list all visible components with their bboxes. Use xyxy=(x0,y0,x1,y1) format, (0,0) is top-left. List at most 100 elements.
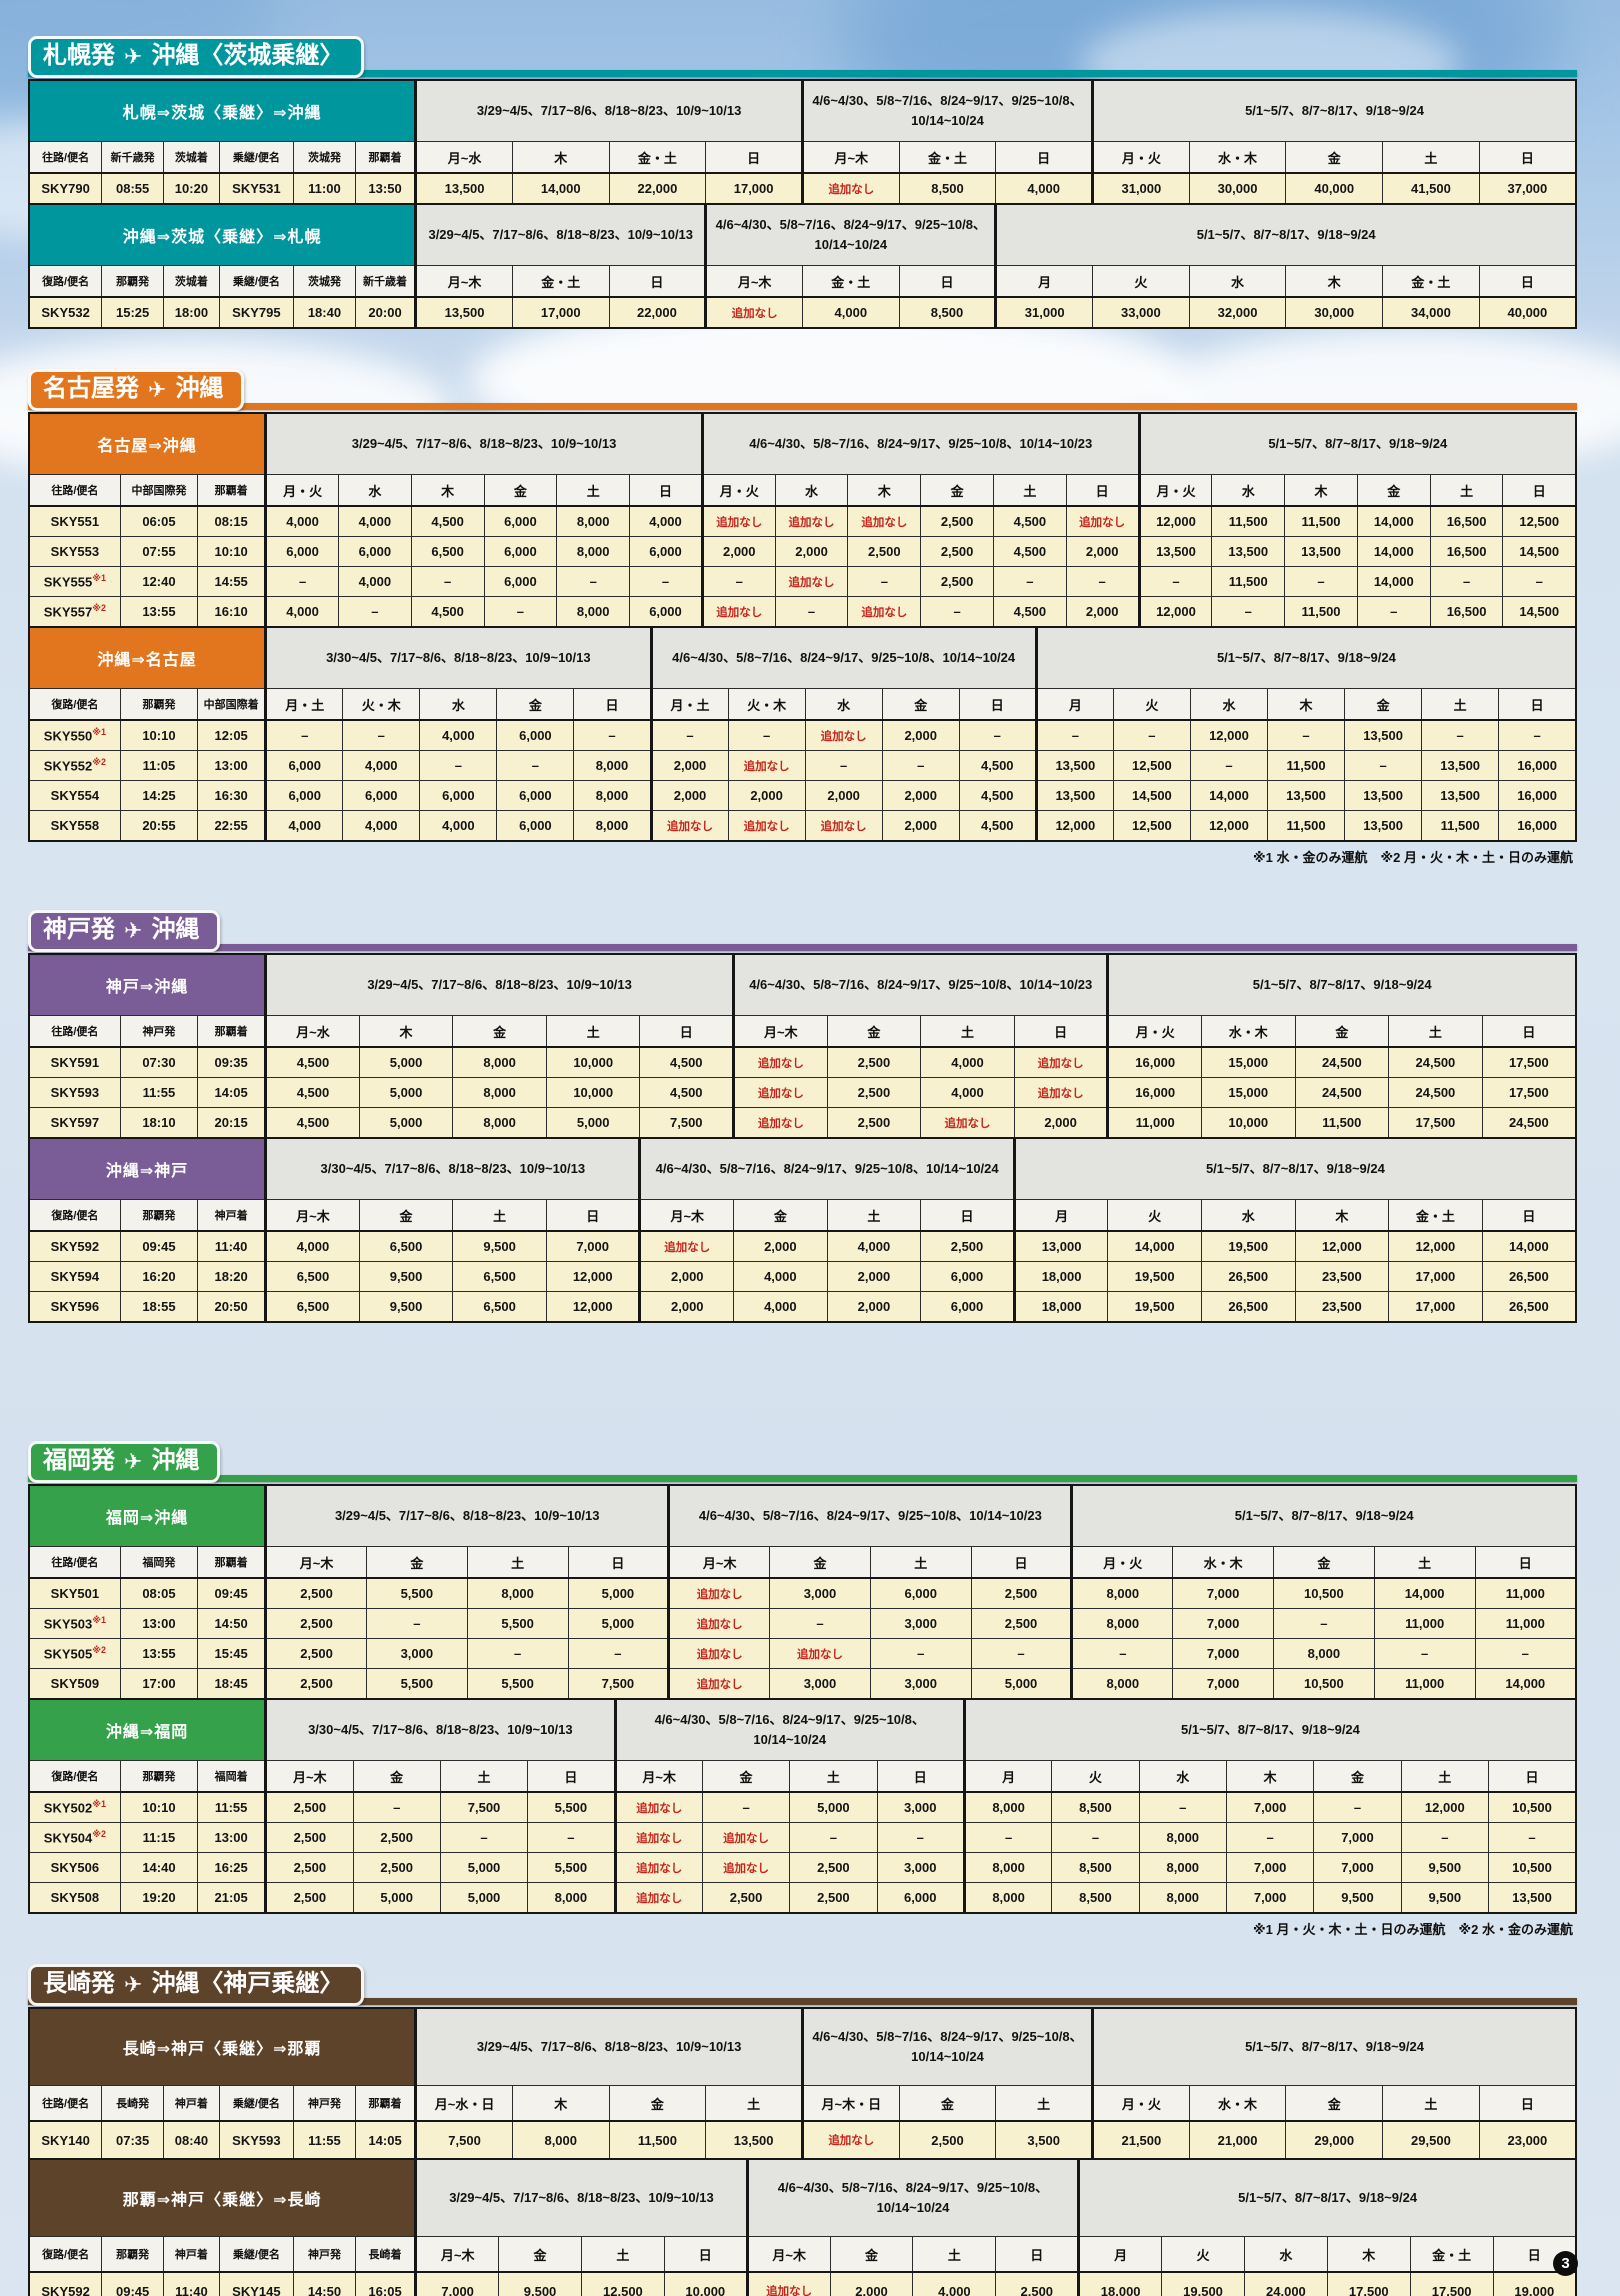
fare-cell: 4,500 xyxy=(639,1077,735,1108)
time-cell: 17:00 xyxy=(119,1668,199,1700)
time-cell: 09:45 xyxy=(119,1230,199,1262)
day-header-cell: 月・火 xyxy=(700,474,776,507)
fare-cell: 4,500 xyxy=(958,810,1037,842)
fare-cell: 13,500 xyxy=(1344,810,1423,842)
day-header-cell: 水・木 xyxy=(1172,1546,1274,1579)
flight-cell: SKY593 xyxy=(28,1077,121,1108)
info-header-cell: 那覇発 xyxy=(119,1760,199,1793)
fare-cell: 31,000 xyxy=(1091,172,1190,205)
time-cell: 16:25 xyxy=(197,1852,267,1883)
day-header-cell: 月~木 xyxy=(613,1760,703,1793)
fare-cell: 11,500 xyxy=(608,2120,707,2160)
fare-cell: 24,000 xyxy=(1243,2271,1328,2296)
fare-cell: 5,000 xyxy=(358,1046,454,1078)
fare-cell: 6,500 xyxy=(452,1291,547,1323)
day-header-cell: 土 xyxy=(1382,2085,1480,2122)
plane-icon: ✈ xyxy=(124,1449,143,1474)
fare-cell: 8,500 xyxy=(1051,1852,1140,1883)
fare-cell: 4,000 xyxy=(264,810,344,842)
day-header-cell: 日 xyxy=(1481,1015,1577,1048)
fare-cell: 14,000 xyxy=(1474,1668,1577,1700)
fare-table: 沖縄⇒福岡 3/30~4/5、7/17~8/6、8/18~8/23、10/9~10… xyxy=(28,1698,1577,1914)
info-header-cell: 往路/便名 xyxy=(28,141,103,174)
info-header-cell: 往路/便名 xyxy=(28,1015,121,1048)
day-header-cell: 金 xyxy=(1285,141,1384,174)
fare-cell: 追加なし xyxy=(613,1791,703,1823)
day-header-cell: 日 xyxy=(970,1546,1073,1579)
fare-cell: – xyxy=(337,596,412,628)
section-color-strip xyxy=(28,70,1577,77)
fare-cell: – xyxy=(970,1638,1073,1669)
fare-cell: 2,500 xyxy=(264,1882,354,1914)
fare-cell: 2,000 xyxy=(638,1261,735,1292)
day-header-cell: 月~木 xyxy=(414,2236,500,2273)
fare-cell: 4,000 xyxy=(419,810,498,842)
section-color-strip xyxy=(28,944,1577,951)
fare-cell: 追加なし xyxy=(700,505,776,537)
fare-cell: – xyxy=(439,1822,529,1853)
fare-cell: – xyxy=(774,596,849,628)
fare-cell: 2,000 xyxy=(826,1291,922,1323)
fare-cell: 6,500 xyxy=(264,1261,360,1292)
time-cell: 10:10 xyxy=(119,1791,199,1823)
day-header-cell: 土 xyxy=(439,1760,529,1793)
day-header-cell: 土 xyxy=(826,1199,922,1232)
fare-cell: 13,500 xyxy=(1421,780,1500,811)
operating-days-footnote: ※1 月・火・木・土・日のみ運航 ※2 水・金のみ運航 xyxy=(1253,1922,1573,1937)
fare-row: SKY551 06:05 08:15 4,000 4,000 4,500 6,000 8,00… xyxy=(28,505,1577,537)
fare-cell: 2,500 xyxy=(701,1882,791,1914)
day-header-cell: 月~水 xyxy=(264,1015,360,1048)
info-header-cell: 那覇着 xyxy=(197,1546,267,1579)
fare-cell: 3,000 xyxy=(876,1852,965,1883)
day-header-cell: 金 xyxy=(829,2236,914,2273)
day-header-cell: 水 xyxy=(1189,688,1269,721)
day-header-cell: 月~水 xyxy=(414,141,513,174)
day-header-cell: 土 xyxy=(1388,1015,1483,1048)
time-cell: 07:30 xyxy=(119,1046,199,1078)
section-title: 長崎発 ✈ 沖縄〈神戸乗継〉 xyxy=(28,1964,365,2006)
info-header-cell: 中部国際発 xyxy=(119,474,199,507)
day-header-cell: 月・火 xyxy=(1137,474,1213,507)
fare-cell: 2,500 xyxy=(826,1077,922,1108)
time-cell: 12:05 xyxy=(197,719,267,751)
fare-cell: – xyxy=(789,1822,878,1853)
info-header-cell: 那覇着 xyxy=(354,2085,417,2122)
fare-cell: 4,000 xyxy=(419,719,498,751)
fare-cell: 7,000 xyxy=(1313,1852,1402,1883)
fare-cell: 2,000 xyxy=(700,536,776,567)
fare-row: SKY557※2 13:55 16:10 4,000–4,500–8,000 6,000… xyxy=(28,596,1577,628)
fare-cell: 5,500 xyxy=(365,1577,468,1609)
fare-cell: 6,000 xyxy=(876,1882,965,1914)
fare-cell: 8,000 xyxy=(527,1882,616,1914)
fare-cell: 5,000 xyxy=(439,1852,529,1883)
date-range-cell: 4/6~4/30、5/8~7/16、8/24~9/17、9/25~10/8、10… xyxy=(649,626,1037,689)
fare-cell: 2,500 xyxy=(995,2271,1080,2296)
fare-cell: 追加なし xyxy=(700,596,776,628)
fare-cell: 12,000 xyxy=(1294,1230,1390,1262)
date-range-cell: 5/1~5/7、8/7~8/17、9/18~9/24 xyxy=(994,203,1577,266)
day-header-cell: 金 xyxy=(701,1760,791,1793)
fare-cell: 追加なし xyxy=(732,1077,828,1108)
fare-cell: 14,500 xyxy=(1502,536,1577,567)
day-header-cell: 木 xyxy=(1326,2236,1411,2273)
fare-cell: – xyxy=(352,1791,441,1823)
fare-cell: 17,000 xyxy=(511,296,610,329)
time-cell: 16:10 xyxy=(197,596,267,628)
section-title: 福岡発 ✈ 沖縄 xyxy=(28,1441,221,1483)
fare-cell: 8,500 xyxy=(898,172,997,205)
fare-cell: – xyxy=(1284,566,1358,597)
fare-cell: 6,000 xyxy=(264,536,339,567)
fare-cell: 8,000 xyxy=(511,2120,610,2160)
fare-cell: 8,000 xyxy=(1138,1882,1227,1914)
day-header-cell: 日 xyxy=(1065,474,1140,507)
fare-cell: 18,000 xyxy=(1077,2271,1163,2296)
day-header-cell: 木 xyxy=(1266,688,1346,721)
route-label: 沖縄⇒名古屋 xyxy=(28,626,267,689)
info-header-cell: 復路/便名 xyxy=(28,1199,121,1232)
day-header-cell: 日 xyxy=(663,2236,748,2273)
fare-cell: 13,500 xyxy=(1211,536,1286,567)
section-origin: 福岡発 xyxy=(43,1447,115,1474)
info-header-cell: 那覇着 xyxy=(197,474,267,507)
fare-cell: 6,000 xyxy=(496,780,575,811)
fare-row: SKY552※2 11:05 13:00 6,000 4,000– –8,000 2,000… xyxy=(28,750,1577,781)
